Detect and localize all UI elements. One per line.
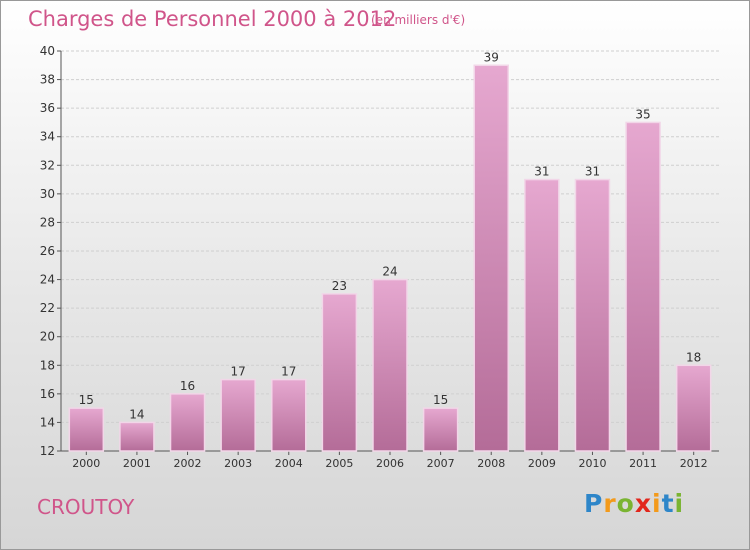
- bar-value-label: 24: [382, 265, 397, 279]
- bar-value-label: 39: [484, 50, 499, 64]
- x-tick-label: 2008: [477, 457, 505, 470]
- y-tick-label: 38: [40, 73, 55, 87]
- chart-subtitle: (en milliers d'€): [371, 13, 466, 27]
- y-tick-label: 30: [40, 187, 55, 201]
- y-tick-label: 34: [40, 130, 55, 144]
- bar: [372, 278, 408, 452]
- logo-letter: P: [584, 489, 604, 518]
- logo-letter: i: [674, 489, 685, 518]
- proxiti-logo: Proxiti: [584, 489, 684, 518]
- bar-value-label: 15: [433, 393, 448, 407]
- x-tick-label: 2003: [224, 457, 252, 470]
- x-tick-label: 2012: [680, 457, 708, 470]
- y-tick-label: 22: [40, 301, 55, 315]
- y-tick-label: 16: [40, 387, 55, 401]
- x-tick-label: 2010: [578, 457, 606, 470]
- logo-letter: x: [634, 489, 652, 518]
- y-tick-label: 24: [40, 273, 55, 287]
- bar-value-label: 35: [635, 107, 650, 121]
- x-tick-label: 2004: [275, 457, 303, 470]
- y-tick-label: 26: [40, 244, 55, 258]
- bar-value-label: 31: [585, 165, 600, 179]
- bar-value-label: 16: [180, 379, 195, 393]
- logo-letter: r: [603, 489, 617, 518]
- bar: [524, 178, 560, 452]
- x-tick-label: 2007: [427, 457, 455, 470]
- logo-letter: o: [616, 489, 635, 518]
- chart-title: Charges de Personnel 2000 à 2012: [28, 7, 397, 31]
- x-tick-label: 2001: [123, 457, 151, 470]
- bar-value-label: 15: [79, 393, 94, 407]
- bar-value-label: 17: [231, 365, 246, 379]
- bar: [220, 378, 256, 452]
- y-tick-label: 28: [40, 215, 55, 229]
- logo-letter: t: [661, 489, 675, 518]
- logo-letter: i: [652, 489, 662, 518]
- x-tick-label: 2005: [325, 457, 353, 470]
- data-labels: 15 2000 14 2001 16 2002 17 2003 17 2004 23 2005 24 20…: [72, 50, 707, 470]
- x-tick-label: 2000: [72, 457, 100, 470]
- bar: [68, 407, 105, 452]
- commune-name: CROUTOY: [37, 495, 135, 519]
- bar: [675, 364, 712, 452]
- bar: [169, 393, 206, 452]
- bar-value-label: 23: [332, 279, 347, 293]
- bar: [574, 178, 611, 452]
- bar: [271, 378, 307, 452]
- bar: [473, 64, 509, 452]
- bar-value-label: 31: [534, 165, 549, 179]
- y-tick-label: 32: [40, 158, 55, 172]
- y-tick-label: 40: [40, 44, 55, 58]
- y-tick-label: 20: [40, 330, 55, 344]
- bar-value-label: 17: [281, 365, 296, 379]
- bar: [422, 407, 459, 452]
- bar: [119, 421, 155, 452]
- x-tick-label: 2011: [629, 457, 657, 470]
- bar: [321, 293, 358, 452]
- y-tick-label: 14: [40, 415, 55, 429]
- x-tick-label: 2002: [174, 457, 202, 470]
- bar-value-label: 18: [686, 350, 701, 364]
- x-tick-label: 2009: [528, 457, 556, 470]
- bar-value-label: 14: [129, 407, 144, 421]
- bars: [68, 64, 712, 452]
- y-tick-label: 36: [40, 101, 55, 115]
- y-tick-label: 12: [40, 444, 55, 458]
- y-tick-label: 18: [40, 358, 55, 372]
- x-tick-label: 2006: [376, 457, 404, 470]
- bar: [625, 121, 661, 452]
